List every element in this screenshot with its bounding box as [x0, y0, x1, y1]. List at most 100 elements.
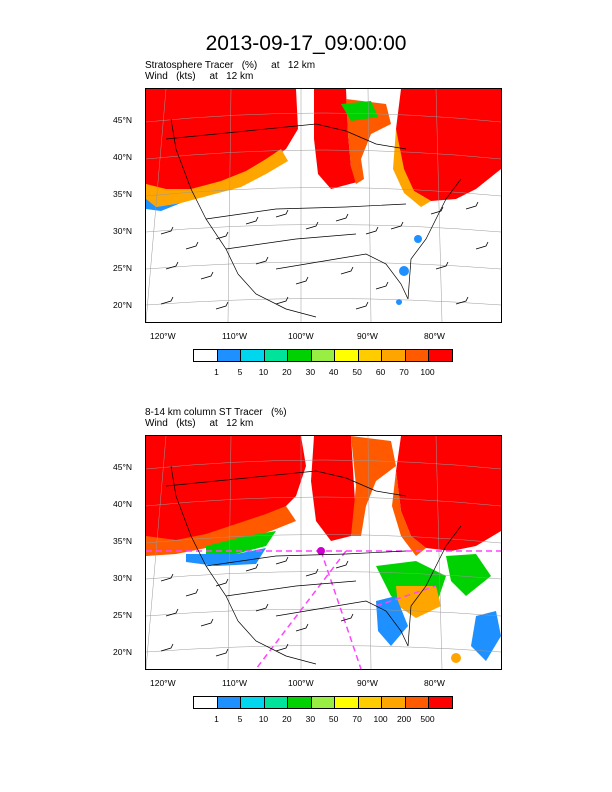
top-map-svg: [146, 89, 501, 322]
top-lon-label-100: 100°W: [288, 331, 314, 341]
bottom-colorbar-label: 100: [373, 714, 388, 724]
bottom-colorbar-box: [335, 697, 359, 708]
top-lon-label-120: 120°W: [150, 331, 176, 341]
top-lat-label-45: 45°N: [113, 115, 132, 125]
top-tracer-west-low: [146, 199, 181, 211]
top-colorbar-label: 100: [420, 367, 435, 377]
bottom-subtitle-1: 8-14 km column ST Tracer (%): [145, 407, 287, 418]
top-tracer-west: [146, 89, 298, 201]
bottom-tracer-center: [311, 436, 356, 541]
top-colorbar-box: [429, 350, 453, 361]
top-colorbar-label: 30: [305, 367, 316, 377]
top-colorbar-box: [405, 350, 430, 361]
top-colorbar-label: 40: [328, 367, 339, 377]
bottom-tracer-east-edge: [392, 471, 426, 556]
bottom-lon-label-90: 90°W: [357, 678, 378, 688]
bottom-magenta-marker: [317, 547, 325, 555]
bottom-colorbar-label: 30: [305, 714, 316, 724]
bottom-colorbar-box: [194, 697, 218, 708]
bottom-magenta-line-diagonal-1: [255, 550, 347, 669]
bottom-lon-label-100: 100°W: [288, 678, 314, 688]
bottom-colorbar-box: [217, 697, 242, 708]
bottom-lat-label-20: 20°N: [113, 647, 132, 657]
top-tracer-west-edge: [146, 149, 288, 207]
top-colorbar-box: [335, 350, 359, 361]
top-gulf-coast: [275, 253, 409, 300]
bottom-blob: [451, 653, 461, 663]
top-tracer-east: [396, 89, 501, 201]
top-west-coast: [170, 118, 239, 275]
top-colorbar-label: 5: [237, 367, 243, 377]
top-colorbar-label: 1: [214, 367, 219, 377]
bottom-colorbar-box: [405, 697, 430, 708]
bottom-map-svg: [146, 436, 501, 669]
top-map-panel: [145, 88, 502, 323]
bottom-lat-label-40: 40°N: [113, 499, 132, 509]
top-tracer-east-edge: [393, 129, 431, 207]
top-colorbar-box: [241, 350, 265, 361]
bottom-colorbar-box: [382, 697, 406, 708]
bottom-lon-label-80: 80°W: [424, 678, 445, 688]
bottom-map-panel: [145, 435, 502, 670]
bottom-tracer-west-blue: [186, 548, 266, 566]
top-tracer-center: [314, 89, 361, 189]
top-tracer-green: [341, 101, 378, 121]
bottom-colorbar-label: 50: [328, 714, 339, 724]
bottom-lat-label-30: 30°N: [113, 573, 132, 583]
bottom-magenta-line-diagonal-3: [375, 585, 437, 607]
top-us-canada-border: [165, 123, 407, 150]
top-colorbar-box: [358, 350, 383, 361]
bottom-lon-label-110: 110°W: [222, 678, 247, 688]
top-lat-label-35: 35°N: [113, 189, 132, 199]
top-east-coast: [407, 178, 462, 300]
bottom-colorbar-label: 1: [214, 714, 219, 724]
top-colorbar-labels: 1 5 10 20 30 40 50 60 70 100: [193, 367, 451, 379]
bottom-tracer-west-green: [206, 531, 276, 558]
bottom-colorbar-label: 70: [352, 714, 362, 724]
top-subtitle-2: Wind (kts) at 12 km: [145, 71, 254, 82]
bottom-lon-label-120: 120°W: [150, 678, 176, 688]
bottom-colorbar-label: 20: [282, 714, 292, 724]
top-lat-label-30: 30°N: [113, 226, 132, 236]
bottom-colorbar-box: [358, 697, 383, 708]
bottom-lat-label-25: 25°N: [113, 610, 132, 620]
bottom-colorbar-box: [241, 697, 265, 708]
top-colorbar-box: [311, 350, 336, 361]
bottom-tracer-center-edge: [351, 436, 396, 536]
bottom-atlantic-green: [446, 554, 491, 596]
top-colorbar-box: [382, 350, 406, 361]
top-colorbar-label: 50: [352, 367, 362, 377]
top-colorbar-label: 60: [375, 367, 386, 377]
bottom-colorbar-box: [429, 697, 453, 708]
top-colorbar-box: [217, 350, 242, 361]
bottom-colorbar-label: 10: [258, 714, 269, 724]
bottom-colorbar-box: [264, 697, 289, 708]
page-title: 2013-09-17_09:00:00: [205, 32, 407, 55]
top-tracer-center-edge: [346, 99, 391, 184]
top-lat-label-40: 40°N: [113, 152, 132, 162]
bottom-tracer-west-edge: [146, 506, 296, 556]
bottom-lat-label-35: 35°N: [113, 536, 132, 546]
top-colorbar-box: [194, 350, 218, 361]
bottom-colorbar-box: [288, 697, 312, 708]
bottom-colorbar: [193, 696, 453, 709]
top-colorbar-label: 20: [282, 367, 292, 377]
bottom-gulf-blue: [376, 596, 408, 646]
top-blob-3: [396, 299, 402, 305]
bottom-colorbar-label: 5: [237, 714, 243, 724]
top-lon-label-80: 80°W: [424, 331, 445, 341]
top-lat-label-20: 20°N: [113, 300, 132, 310]
top-colorbar-label: 70: [399, 367, 409, 377]
top-colorbar: [193, 349, 453, 362]
bottom-colorbar-label: 200: [396, 714, 412, 724]
top-lon-label-110: 110°W: [222, 331, 247, 341]
top-colorbar-box: [264, 350, 289, 361]
top-subtitle-1: Stratosphere Tracer (%) at 12 km: [145, 60, 316, 71]
bottom-tracer-east: [396, 436, 501, 551]
bottom-subtitle-2: Wind (kts) at 12 km: [145, 418, 254, 429]
bottom-colorbar-labels: 1 5 10 20 30 50 70 100 200 500: [193, 714, 451, 726]
bottom-magenta-line-diagonal-2: [320, 550, 362, 669]
top-colorbar-box: [288, 350, 312, 361]
bottom-colorbar-label: 500: [420, 714, 435, 724]
top-colorbar-label: 10: [258, 367, 269, 377]
